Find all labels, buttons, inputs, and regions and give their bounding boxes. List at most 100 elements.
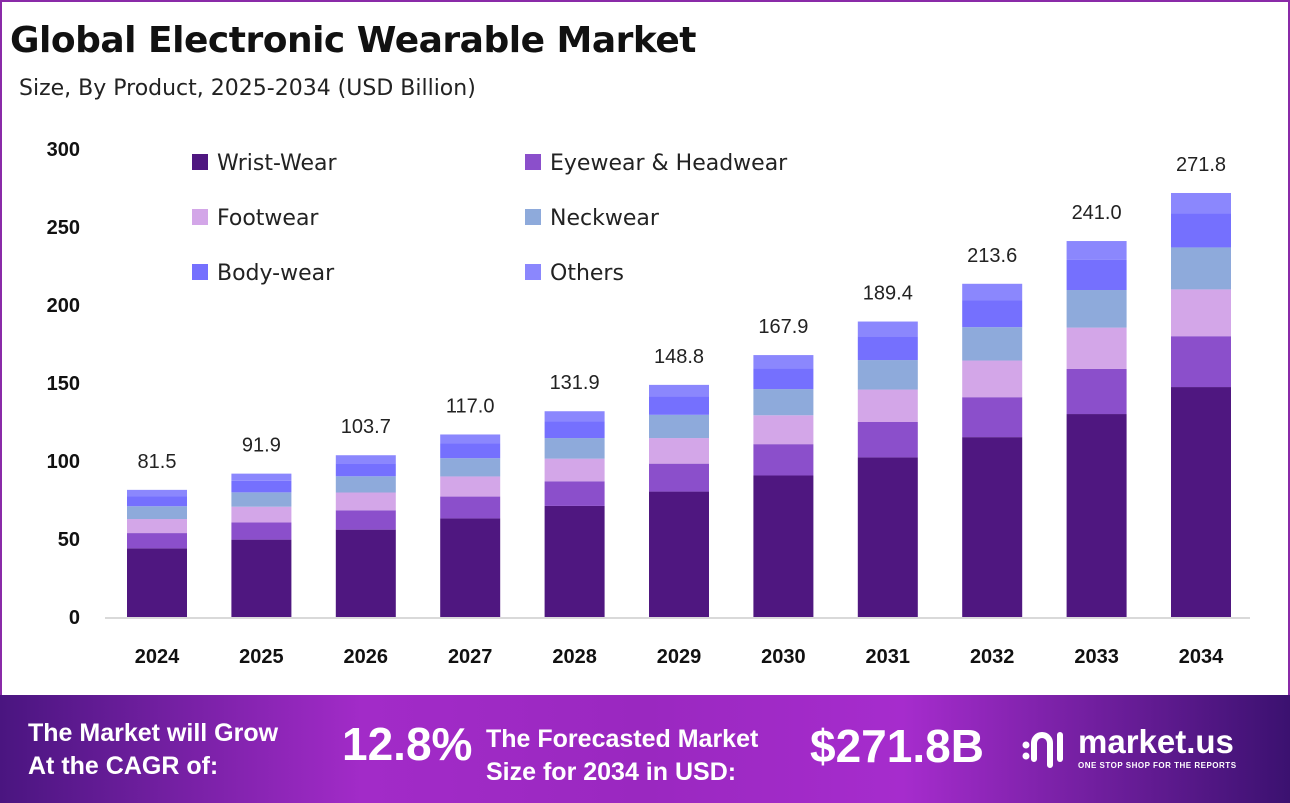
bar-segment-neckwear [544, 438, 605, 459]
x-tick-label: 2028 [552, 646, 597, 668]
y-tick-label: 0 [69, 607, 80, 629]
bar-segment-body-wear [857, 336, 918, 361]
x-tick-label: 2029 [657, 646, 702, 668]
bar-segment-neckwear [127, 506, 187, 520]
stacked-bar-chart: 0 50 100 150 200 250 300 81.5 2024 91.9 2025 103.7 2… [47, 139, 1250, 668]
y-tick-label: 50 [58, 529, 80, 551]
cagr-label: The Market will Grow At the CAGR of: [28, 717, 278, 783]
forecast-label-line2: Size for 2034 in USD: [486, 758, 737, 786]
bar-segment-eyewear-headwear [544, 481, 605, 506]
bar-segment-others [440, 434, 501, 444]
bar-segment-footwear [1066, 327, 1127, 369]
legend-label: Body-wear [217, 261, 335, 286]
total-label: 213.6 [967, 245, 1017, 267]
total-label: 167.9 [758, 316, 808, 338]
x-tick-label: 2026 [344, 646, 389, 668]
bar-segment-eyewear-headwear [1066, 368, 1127, 415]
bar-segment-wrist-wear [649, 491, 709, 617]
bar-segment-neckwear [440, 458, 501, 477]
bar-segment-footwear [231, 506, 292, 523]
bar-segment-wrist-wear [1066, 414, 1127, 617]
y-tick-label: 250 [47, 217, 80, 239]
bar-segment-body-wear [440, 443, 501, 459]
bar-segment-footwear [649, 438, 709, 464]
forecast-value: $271.8B [810, 720, 984, 772]
bar-segment-others [753, 355, 814, 369]
legend-label: Neckwear [550, 206, 660, 231]
x-tick-label: 2024 [135, 646, 180, 668]
cagr-value: 12.8% [342, 718, 473, 770]
x-tick-label: 2033 [1074, 646, 1119, 668]
bar-segment-footwear [753, 415, 814, 445]
y-tick-label: 200 [47, 295, 80, 317]
legend-label: Wrist-Wear [217, 151, 338, 176]
bar-segment-others [1066, 241, 1127, 260]
legend-label: Footwear [217, 206, 319, 231]
total-label: 148.8 [654, 346, 704, 368]
bar-segment-wrist-wear [962, 437, 1023, 617]
legend-label: Others [550, 261, 624, 286]
bar-segment-eyewear-headwear [753, 444, 814, 476]
bar-segment-neckwear [1066, 290, 1127, 328]
bar-segment-wrist-wear [440, 518, 501, 617]
legend-swatch [192, 154, 208, 170]
bar-segment-others [127, 489, 187, 497]
bar-segment-wrist-wear [335, 529, 396, 617]
bar-segment-neckwear [753, 389, 814, 416]
legend-swatch [525, 154, 541, 170]
bar-segment-footwear [440, 476, 501, 497]
total-label: 271.8 [1176, 154, 1226, 176]
bar-segment-wrist-wear [857, 457, 918, 617]
legend-swatch [192, 209, 208, 225]
bar-segment-wrist-wear [544, 505, 605, 617]
x-tick-label: 2032 [970, 646, 1015, 668]
bar-segment-footwear [962, 360, 1023, 398]
legend-label: Eyewear & Headwear [550, 151, 788, 176]
cagr-label-line2: At the CAGR of: [28, 752, 219, 780]
x-tick-label: 2030 [761, 646, 806, 668]
cagr-label-line1: The Market will Grow [28, 719, 279, 747]
bar-segment-others [335, 455, 396, 464]
legend-swatch [525, 264, 541, 280]
total-label: 103.7 [341, 416, 391, 438]
bar-segment-others [231, 473, 292, 481]
brand-name: market.us [1078, 723, 1234, 760]
bar-segment-wrist-wear [753, 475, 814, 617]
bar-segment-footwear [544, 458, 605, 482]
bar-segment-neckwear [335, 476, 396, 493]
bar-segment-neckwear [857, 360, 918, 390]
forecast-label-line1: The Forecasted Market [486, 725, 759, 753]
legend-swatch [192, 264, 208, 280]
bar-segment-footwear [1171, 289, 1231, 337]
bar-segment-others [1171, 192, 1231, 214]
forecast-label: The Forecasted Market Size for 2034 in US… [486, 723, 758, 789]
bar-segment-footwear [127, 519, 187, 534]
bar-segment-body-wear [1171, 213, 1231, 248]
total-label: 117.0 [446, 395, 495, 417]
bar-segment-wrist-wear [1171, 387, 1231, 617]
bar-segment-body-wear [127, 496, 187, 507]
total-label: 241.0 [1072, 202, 1122, 224]
bar-segment-eyewear-headwear [649, 463, 709, 492]
x-tick-label: 2025 [239, 646, 284, 668]
bar-segment-eyewear-headwear [127, 533, 187, 549]
bar-segment-others [544, 411, 605, 422]
market-us-logo-icon [1022, 731, 1063, 768]
total-label: 81.5 [138, 451, 177, 473]
bar-segment-body-wear [335, 463, 396, 477]
total-label: 131.9 [550, 372, 600, 394]
bar-segment-wrist-wear [127, 548, 187, 617]
total-label: 189.4 [863, 283, 913, 305]
bar-segment-body-wear [962, 300, 1023, 328]
bar-segment-eyewear-headwear [1171, 336, 1231, 388]
x-tick-label: 2027 [448, 646, 493, 668]
bar-segment-body-wear [231, 480, 292, 493]
bar-segment-eyewear-headwear [335, 510, 396, 530]
bar-segment-footwear [857, 389, 918, 422]
bar-segment-body-wear [1066, 259, 1127, 291]
bar-segment-neckwear [962, 327, 1023, 361]
bar-segment-eyewear-headwear [857, 422, 918, 458]
bar-segment-neckwear [1171, 247, 1231, 290]
bar-segment-others [962, 283, 1023, 301]
bar-segment-body-wear [649, 396, 709, 415]
